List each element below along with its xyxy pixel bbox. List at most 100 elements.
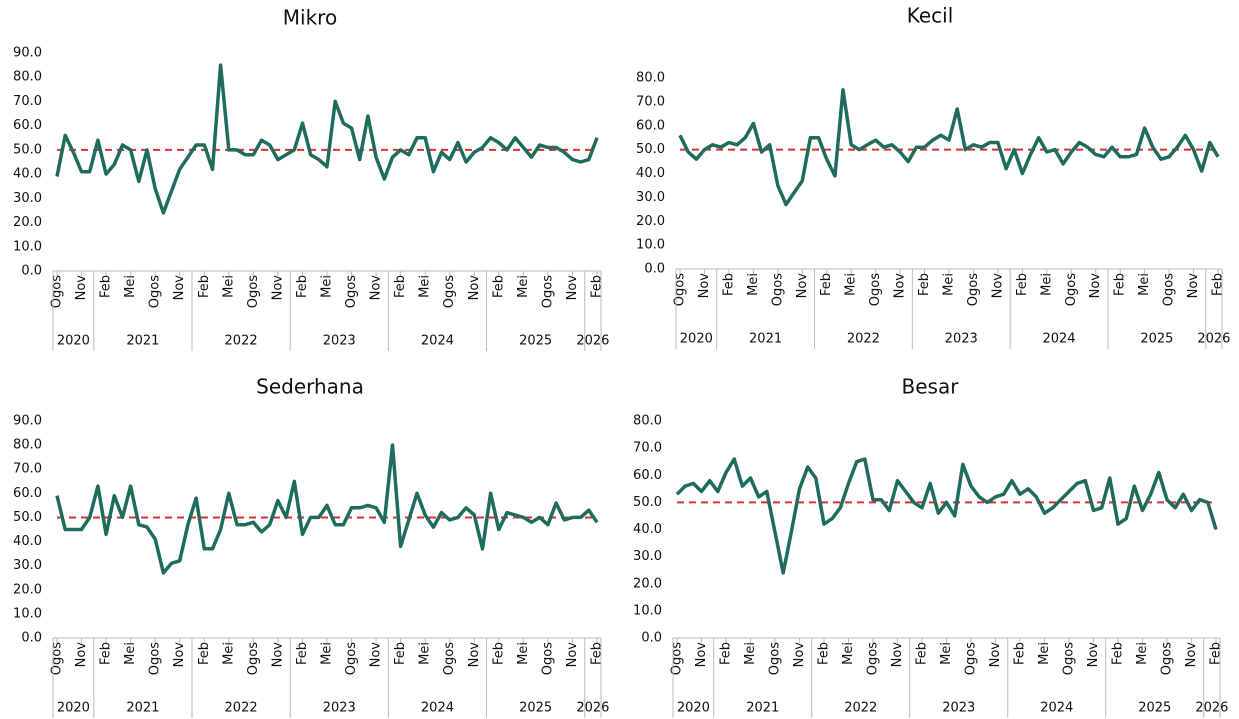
x-tick-label: Feb [99, 642, 114, 665]
x-tick-label: Nov [694, 642, 709, 668]
year-label: 2021 [126, 701, 159, 716]
x-tick-label: Ogos [442, 642, 457, 675]
chart-title: Sederhana [256, 375, 364, 399]
y-tick-label: 50.0 [13, 142, 42, 157]
year-label: 2023 [323, 334, 356, 349]
x-tick-label: Nov [270, 275, 285, 301]
y-tick-label: 0.0 [641, 631, 662, 646]
y-tick-label: 20.0 [13, 215, 42, 230]
x-tick-label: Feb [491, 642, 506, 665]
x-tick-label: Feb [1209, 642, 1224, 665]
year-label: 2026 [576, 701, 609, 716]
x-tick-label: Ogos [770, 273, 785, 306]
year-label: 2024 [1042, 332, 1075, 347]
x-tick-label: Feb [590, 275, 605, 298]
panel: Mikro 0.0 10.0 20.0 30.0 40.0 50.0 60.0 70.0 80.0… [13, 6, 609, 351]
y-tick-label: 30.0 [636, 190, 665, 205]
chart-title: Kecil [907, 4, 954, 28]
year-label: 2021 [749, 332, 782, 347]
y-tick-label: 70.0 [13, 94, 42, 109]
y-tick-label: 90.0 [13, 414, 42, 429]
y-tick-label: 10.0 [636, 238, 665, 253]
x-tick-label: Nov [890, 642, 905, 668]
y-tick-label: 70.0 [633, 441, 662, 456]
x-tick-label: Feb [1111, 642, 1126, 665]
year-label: 2022 [847, 332, 880, 347]
x-tick-label: Feb [915, 642, 930, 665]
x-tick-label: Feb [1015, 273, 1030, 296]
x-tick-label: Feb [1211, 273, 1226, 296]
x-tick-label: Mei [516, 642, 531, 665]
panel: Kecil 0.0 10.0 20.0 30.0 40.0 50.0 60.0 70.0 80.0… [636, 4, 1230, 349]
x-tick-label: Mei [516, 275, 531, 298]
data-line [55, 443, 599, 575]
year-label: 2022 [844, 701, 877, 716]
panel: Sederhana 0.0 10.0 20.0 30.0 40.0 50.0 60.0 70.0… [13, 375, 609, 718]
x-tick-label: Feb [1113, 273, 1128, 296]
x-tick-label: Nov [795, 273, 810, 299]
x-tick-label: Nov [1088, 273, 1103, 299]
chart-title: Mikro [283, 6, 337, 30]
year-label: 2023 [945, 332, 978, 347]
x-tick-label: Feb [917, 273, 932, 296]
x-tick-label: Ogos [148, 642, 163, 675]
x-tick-label: Nov [369, 642, 384, 668]
year-label: 2020 [677, 701, 710, 716]
year-label: 2026 [576, 334, 609, 349]
y-tick-label: 0.0 [21, 264, 42, 279]
x-tick-label: Ogos [540, 275, 555, 308]
x-tick-label: Ogos [246, 275, 261, 308]
x-tick-label: Feb [817, 642, 832, 665]
x-tick-label: Ogos [673, 273, 688, 306]
x-tick-label: Feb [295, 275, 310, 298]
x-tick-label: Feb [393, 275, 408, 298]
x-tick-label: Feb [393, 642, 408, 665]
y-tick-label: 20.0 [636, 214, 665, 229]
x-tick-label: Nov [1184, 642, 1199, 668]
x-tick-label: Mei [1137, 273, 1152, 296]
x-tick-label: Mei [942, 273, 957, 296]
year-label: 2020 [680, 332, 713, 347]
y-tick-label: 30.0 [633, 549, 662, 564]
x-tick-label: Mei [746, 273, 761, 296]
x-tick-label: Feb [721, 273, 736, 296]
y-tick-label: 0.0 [644, 262, 665, 277]
year-label: 2022 [225, 701, 258, 716]
x-tick-label: Mei [841, 642, 856, 665]
y-tick-label: 10.0 [13, 239, 42, 254]
x-tick-label: Ogos [442, 275, 457, 308]
x-tick-label: Feb [819, 273, 834, 296]
x-tick-label: Mei [743, 642, 758, 665]
y-tick-label: 70.0 [13, 462, 42, 477]
x-tick-label: Ogos [148, 275, 163, 308]
x-tick-label: Feb [1013, 642, 1028, 665]
x-tick-label: Feb [590, 642, 605, 665]
x-tick-label: Nov [74, 275, 89, 301]
y-tick-label: 70.0 [636, 94, 665, 109]
x-tick-label: Mei [418, 275, 433, 298]
panel: Besar 0.0 10.0 20.0 30.0 40.0 50.0 60.0 70.0 80.0… [633, 375, 1228, 718]
x-tick-label: Mei [1135, 642, 1150, 665]
x-tick-label: Nov [270, 642, 285, 668]
y-tick-label: 60.0 [633, 468, 662, 483]
x-tick-label: Feb [197, 642, 212, 665]
x-tick-label: Nov [1186, 273, 1201, 299]
year-label: 2024 [421, 701, 454, 716]
year-label: 2023 [323, 701, 356, 716]
y-tick-label: 20.0 [13, 582, 42, 597]
x-tick-label: Ogos [344, 642, 359, 675]
x-tick-label: Feb [197, 275, 212, 298]
year-label: 2026 [1197, 332, 1230, 347]
y-tick-label: 10.0 [13, 606, 42, 621]
y-tick-label: 40.0 [636, 166, 665, 181]
x-tick-label: Ogos [540, 642, 555, 675]
y-tick-label: 60.0 [13, 486, 42, 501]
data-line [678, 88, 1220, 207]
x-tick-label: Ogos [246, 642, 261, 675]
y-tick-label: 80.0 [633, 414, 662, 429]
x-tick-label: Ogos [966, 273, 981, 306]
x-tick-label: Nov [467, 642, 482, 668]
y-tick-label: 40.0 [13, 534, 42, 549]
